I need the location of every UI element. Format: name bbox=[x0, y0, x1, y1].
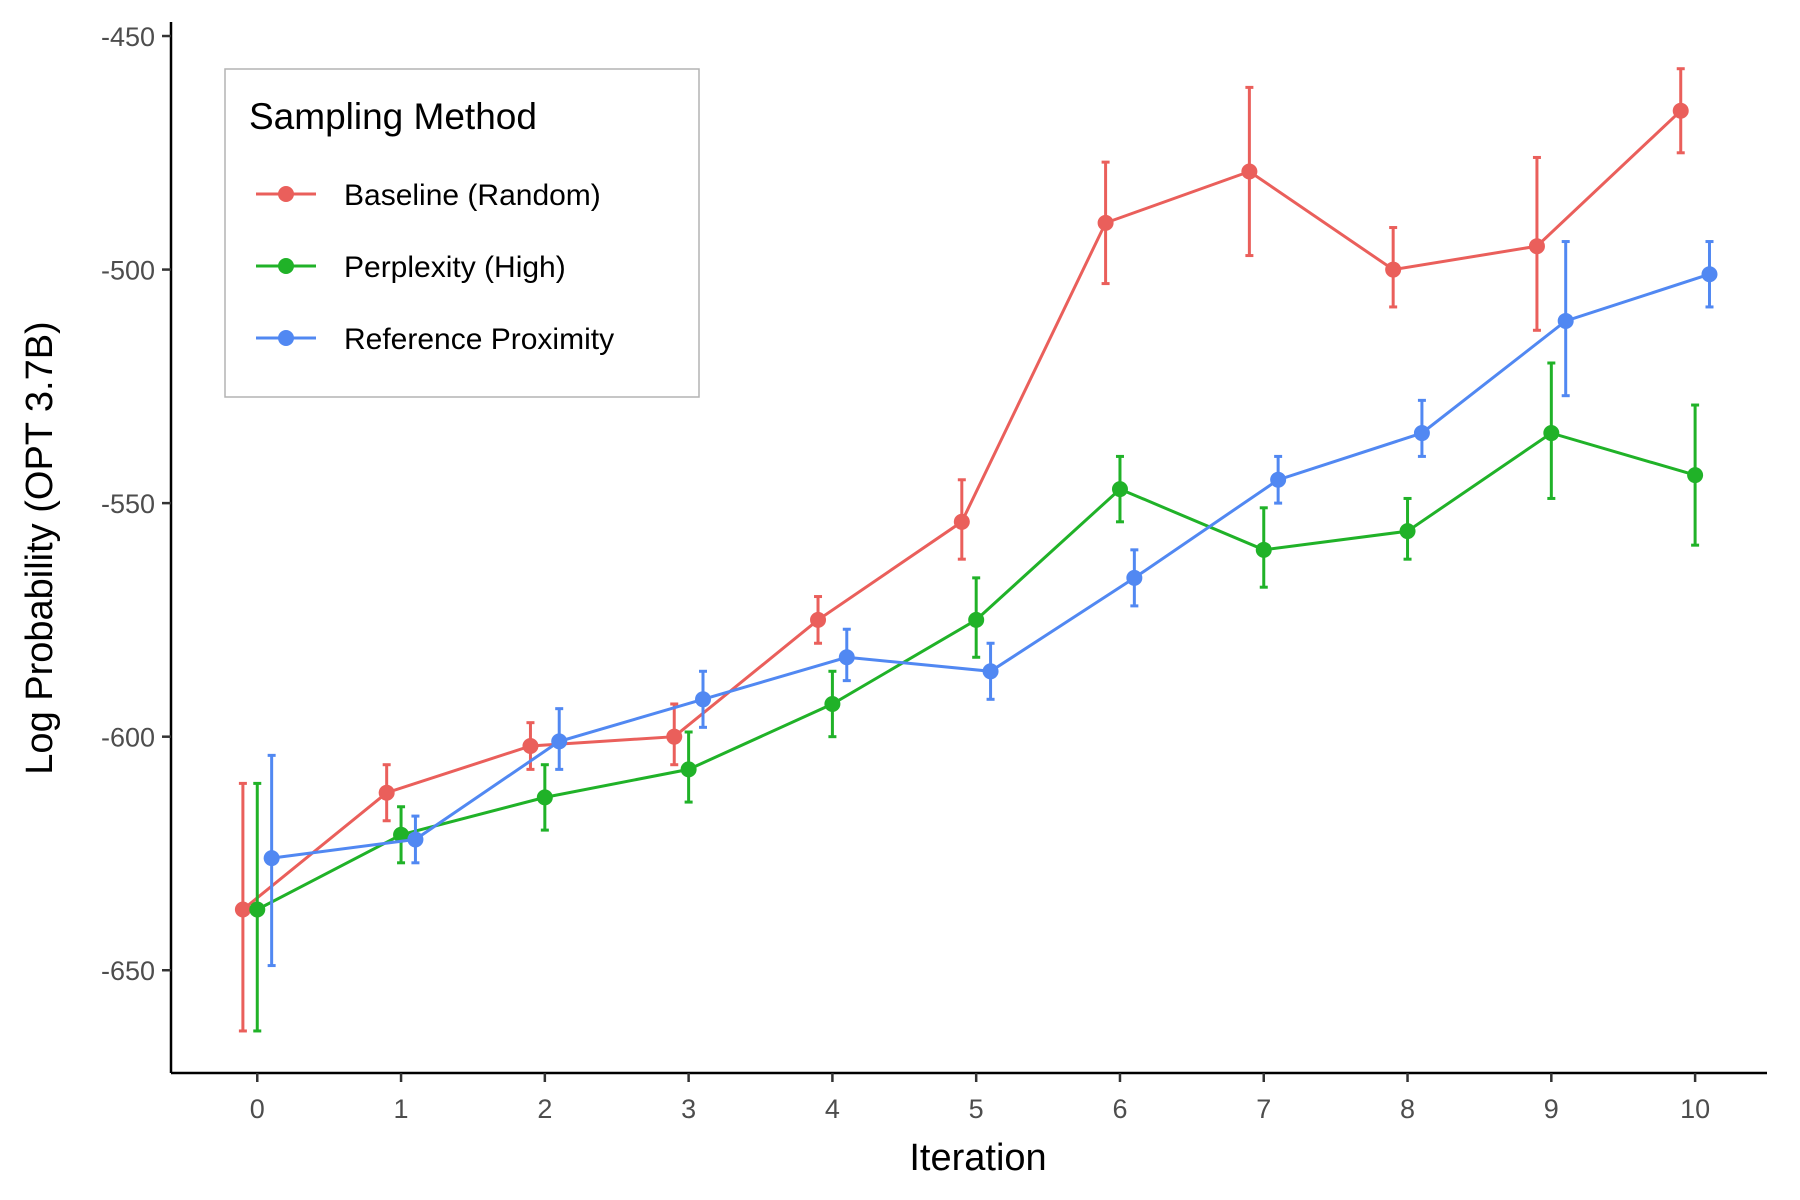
data-point bbox=[838, 649, 855, 666]
data-point bbox=[407, 831, 424, 848]
legend-item: Baseline (Random) bbox=[256, 179, 601, 212]
legend-marker bbox=[278, 258, 294, 274]
x-tick-label: 3 bbox=[681, 1094, 696, 1124]
x-ticks: 0 1 2 3 4 5 6 7 8 9 10 bbox=[250, 1073, 1710, 1124]
data-point bbox=[378, 784, 395, 801]
data-point bbox=[551, 733, 568, 750]
series-3 bbox=[263, 240, 1718, 968]
data-point bbox=[1543, 425, 1560, 442]
series-2 bbox=[249, 361, 1704, 1033]
x-tick-label: 2 bbox=[537, 1094, 552, 1124]
plot-series bbox=[234, 67, 1718, 1033]
legend-item: Reference Proximity bbox=[256, 323, 614, 356]
y-tick-label: -650 bbox=[101, 956, 155, 986]
data-point bbox=[1413, 425, 1430, 442]
data-point bbox=[1241, 163, 1258, 180]
axes: -450 -500 -550 -600 -650 0 1 2 3 4 5 6 7 8 9 10 bbox=[101, 22, 1767, 1124]
data-point bbox=[1385, 261, 1402, 278]
legend-label: Perplexity (High) bbox=[344, 251, 566, 284]
data-point bbox=[1270, 471, 1287, 488]
data-point bbox=[953, 513, 970, 530]
legend-label: Reference Proximity bbox=[344, 323, 614, 356]
y-tick-label: -500 bbox=[101, 256, 155, 286]
x-tick-label: 8 bbox=[1400, 1094, 1415, 1124]
data-point bbox=[1528, 238, 1545, 255]
x-tick-label: 7 bbox=[1256, 1094, 1271, 1124]
legend-items: Baseline (Random) Perplexity (High) Refere… bbox=[256, 179, 614, 356]
x-tick-label: 0 bbox=[250, 1094, 265, 1124]
data-point bbox=[1701, 266, 1718, 283]
x-tick-label: 6 bbox=[1112, 1094, 1127, 1124]
data-point bbox=[393, 826, 410, 843]
y-axis-title: Log Probability (OPT 3.7B) bbox=[19, 321, 61, 774]
data-point bbox=[1097, 214, 1114, 231]
data-point bbox=[234, 901, 251, 918]
data-point bbox=[666, 728, 683, 745]
data-point bbox=[1399, 523, 1416, 540]
legend-marker bbox=[278, 330, 294, 346]
legend: Sampling Method Baseline (Random) Perplex… bbox=[224, 68, 700, 398]
data-point bbox=[249, 901, 266, 918]
data-point bbox=[1672, 102, 1689, 119]
data-point bbox=[695, 691, 711, 708]
data-point bbox=[1557, 312, 1574, 329]
x-axis-title: Iteration bbox=[909, 1137, 1046, 1179]
y-ticks: -450 -500 -550 -600 -650 bbox=[101, 22, 171, 986]
x-tick-label: 1 bbox=[394, 1094, 409, 1124]
data-point bbox=[1126, 569, 1143, 586]
y-tick-label: -600 bbox=[101, 723, 155, 753]
data-point bbox=[1111, 481, 1128, 498]
data-point bbox=[522, 738, 539, 755]
data-point bbox=[263, 850, 280, 867]
data-point bbox=[982, 663, 999, 680]
x-tick-label: 9 bbox=[1544, 1094, 1559, 1124]
data-point bbox=[680, 761, 697, 778]
legend-marker bbox=[278, 186, 294, 202]
data-point bbox=[1255, 541, 1272, 558]
x-tick-label: 10 bbox=[1680, 1094, 1710, 1124]
legend-label: Baseline (Random) bbox=[344, 179, 601, 212]
data-point bbox=[810, 611, 827, 628]
legend-item: Perplexity (High) bbox=[256, 251, 566, 284]
data-point bbox=[1687, 467, 1704, 484]
series-1 bbox=[234, 67, 1689, 1033]
x-tick-label: 4 bbox=[825, 1094, 840, 1124]
data-point bbox=[824, 695, 841, 712]
y-tick-label: -550 bbox=[101, 489, 155, 519]
data-point bbox=[536, 789, 553, 806]
legend-title: Sampling Method bbox=[249, 96, 537, 137]
x-tick-label: 5 bbox=[969, 1094, 984, 1124]
y-tick-label: -450 bbox=[101, 22, 155, 52]
data-point bbox=[968, 611, 985, 628]
legend-box bbox=[224, 68, 700, 398]
